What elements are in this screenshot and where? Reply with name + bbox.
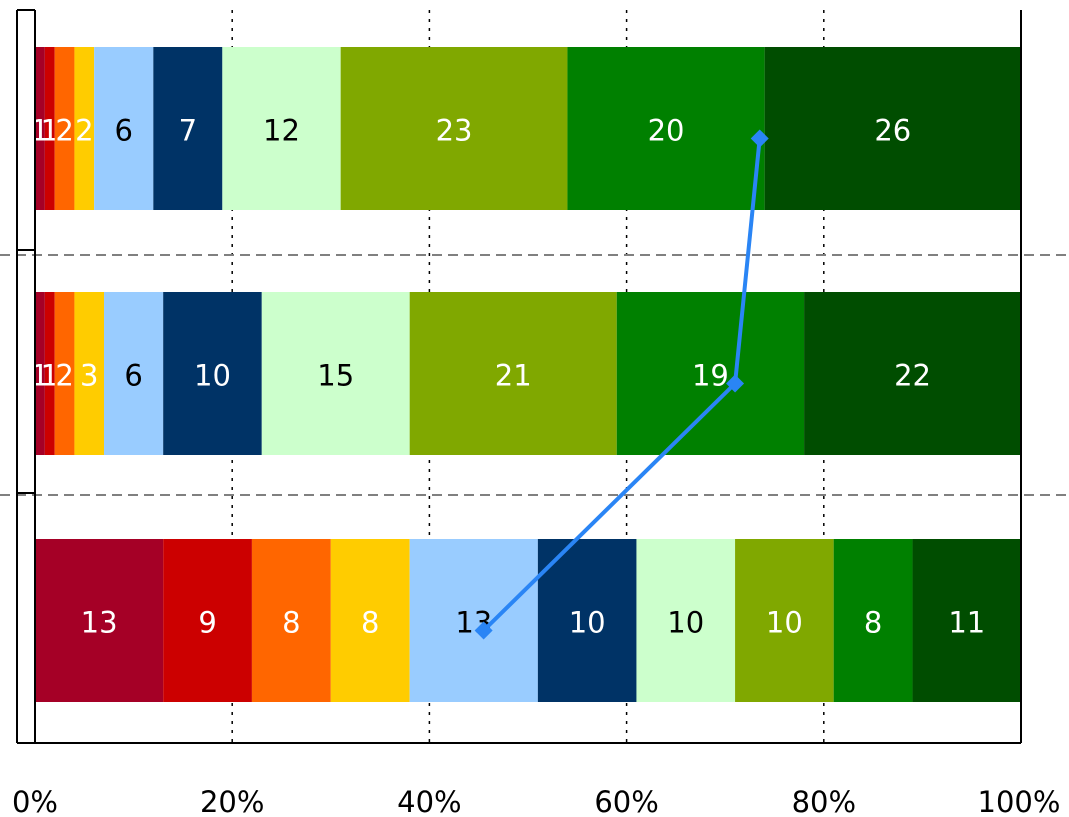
- bar-1-segment-5: [94, 47, 154, 210]
- category-separators: [0, 254, 1069, 496]
- bar-3-segment-8-label: 10: [766, 606, 803, 640]
- bar-2-segment-7: [261, 292, 410, 455]
- bar-3-segment-8: [735, 539, 834, 702]
- bar-2-segment-8-label: 21: [495, 359, 532, 393]
- bar-1-segment-7: [222, 47, 341, 210]
- line-point-1: [750, 129, 769, 148]
- bar-1-segment-3-label: 2: [55, 114, 73, 148]
- bar-1-segment-6: [153, 47, 223, 210]
- bar-1-segment-4: [74, 47, 95, 210]
- bar-2-segment-5-label: 6: [124, 359, 142, 393]
- bar-2-segment-5: [104, 292, 164, 455]
- bar-2-segment-6-label: 10: [194, 359, 231, 393]
- bar-3-segment-10-label: 11: [948, 606, 985, 640]
- x-tick-label-5: 100%: [978, 785, 1061, 817]
- line-point-2: [726, 374, 745, 393]
- bar-1-segment-1: [35, 47, 45, 210]
- bar-3-segment-5: [409, 539, 538, 702]
- bar-1-segment-4-label: 2: [75, 114, 93, 148]
- x-tick-label-4: 80%: [792, 785, 856, 817]
- bar-1-segment-10: [764, 47, 1021, 210]
- bar-3-segment-7-label: 10: [667, 606, 704, 640]
- bar-3-segment-3-label: 8: [282, 606, 300, 640]
- bar-3-segment-2-label: 9: [198, 606, 216, 640]
- bar-2-segment-2-label: 1: [41, 359, 59, 393]
- bar-2-segment-3: [54, 292, 75, 455]
- line-point-3: [474, 621, 493, 640]
- bar-1-segment-8-label: 23: [436, 114, 473, 148]
- axes: [16, 9, 1022, 744]
- bar-3-segment-1-label: 13: [81, 606, 118, 640]
- bar-2-segment-7-label: 15: [317, 359, 354, 393]
- bar-3-segment-3: [251, 539, 331, 702]
- bar-1-segment-2-label: 1: [41, 114, 59, 148]
- bar-3-segment-4-label: 8: [361, 606, 379, 640]
- bar-1-segment-9: [567, 47, 765, 210]
- bar-1-segment-3: [54, 47, 75, 210]
- bar-2-segment-2: [44, 292, 55, 455]
- x-axis-tick-labels: 0% 20% 40% 60% 80% 100%: [12, 785, 1060, 817]
- bar-3-segment-1: [35, 539, 164, 702]
- bar-3-segment-6: [537, 539, 637, 702]
- bar-1-segment-10-label: 26: [874, 114, 911, 148]
- bar-2-segment-10-label: 22: [894, 359, 931, 393]
- bar-2-segment-4: [74, 292, 105, 455]
- x-tick-label-1: 20%: [200, 785, 264, 817]
- bar-2-segment-6: [163, 292, 262, 455]
- overlay-line-series: [474, 129, 769, 640]
- x-tick-label-0: 0%: [12, 785, 58, 817]
- bar-1-segment-8: [340, 47, 568, 210]
- bar-1-segment-6-label: 7: [179, 114, 197, 148]
- bar-1-segment-2: [44, 47, 55, 210]
- bar-1-segment-5-label: 6: [115, 114, 133, 148]
- bar-2-segment-9: [616, 292, 805, 455]
- bar-3-segment-9-label: 8: [864, 606, 882, 640]
- bar-3-segment-6-label: 10: [569, 606, 606, 640]
- bar-2-segment-1: [35, 292, 45, 455]
- bar-2-segment-3-label: 2: [55, 359, 73, 393]
- bar-2-segment-9-label: 19: [692, 359, 729, 393]
- bar-3-segment-9: [833, 539, 913, 702]
- x-tick-label-2: 40%: [397, 785, 461, 817]
- bar-3-segment-7: [636, 539, 736, 702]
- bar-3-segment-4: [330, 539, 410, 702]
- bar-3-segment-10: [912, 539, 1021, 702]
- bar-3-segment-2: [163, 539, 252, 702]
- bar-2-segment-8: [409, 292, 617, 455]
- bar-1-segment-7-label: 12: [263, 114, 300, 148]
- bar-1-segment-9-label: 20: [648, 114, 685, 148]
- x-tick-label-3: 60%: [594, 785, 658, 817]
- bar-2-segment-10: [804, 292, 1021, 455]
- bar-2-segment-4-label: 3: [80, 359, 98, 393]
